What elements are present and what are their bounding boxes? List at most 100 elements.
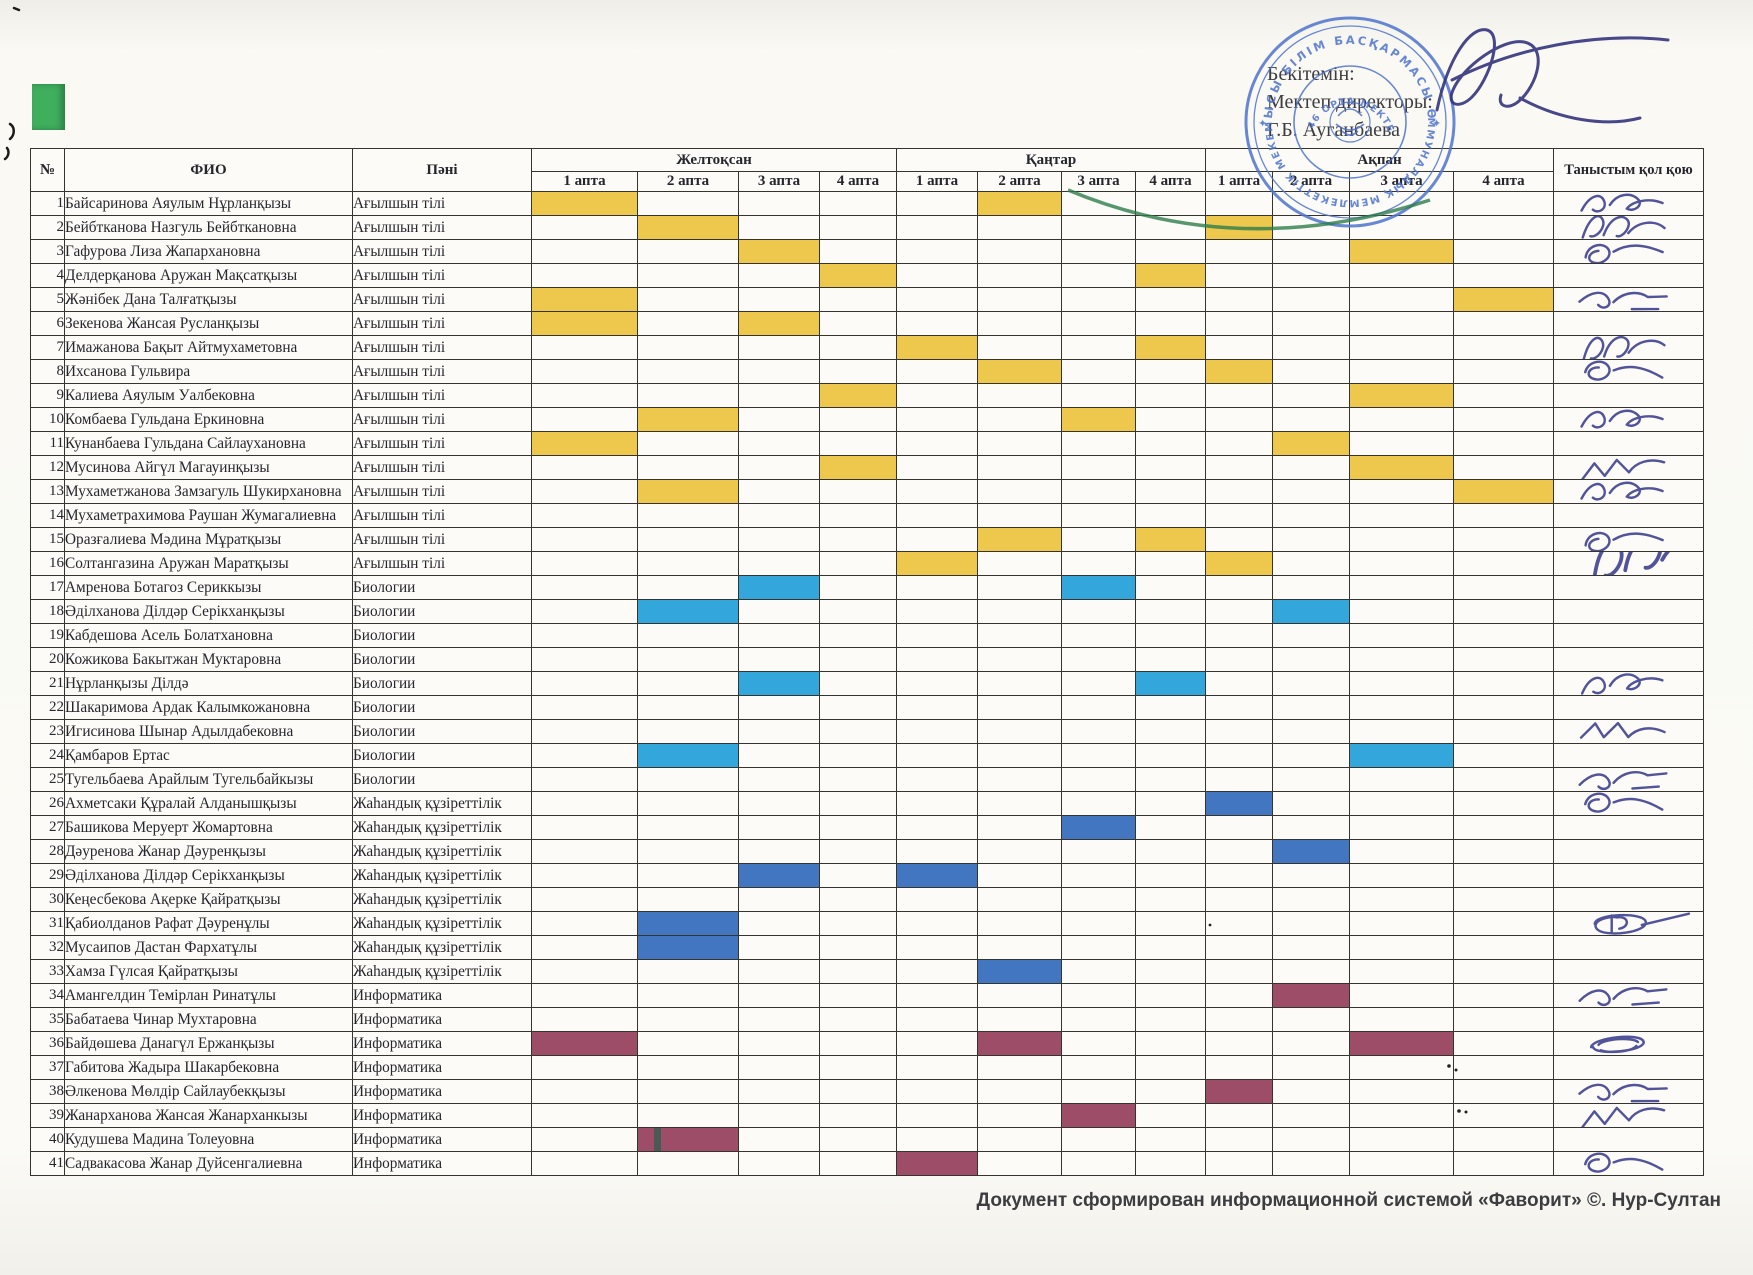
week-cell-marked (531, 287, 638, 312)
week-cell (738, 959, 820, 984)
row-number: 36 (30, 1031, 65, 1056)
week-cell (977, 671, 1062, 696)
signature-cell (1553, 311, 1704, 336)
handwritten-signature-icon (1581, 458, 1666, 479)
week-cell (637, 1031, 739, 1056)
week-cell (531, 215, 638, 240)
week-cell (531, 527, 638, 552)
week-cell (1453, 1031, 1554, 1056)
week-cell-marked (531, 311, 638, 336)
handwritten-signature-icon (1584, 531, 1664, 551)
week-cell (738, 1007, 820, 1032)
week-cell (637, 359, 739, 384)
week-cell (896, 743, 978, 768)
row-number: 7 (30, 335, 65, 360)
week-cell (1205, 311, 1273, 336)
table-row: 37 Габитова Жадыра Шакарбековна Информатик… (30, 1055, 1704, 1080)
week-cell (1453, 647, 1554, 672)
week-cell (896, 983, 978, 1008)
handwritten-signature-icon (1581, 216, 1666, 239)
student-name: Игисинова Шынар Адылдабековна (64, 719, 353, 744)
week-cell (819, 911, 897, 936)
svg-text:ОБЛЫСЫ БІЛІМ БАСҚАРМАСЫ ӨСКЕ: ОБЛЫСЫ БІЛІМ БАСҚАРМАСЫ ӨСКЕ (0, 0, 1439, 122)
week-cell (1272, 1079, 1350, 1104)
row-number: 14 (30, 503, 65, 528)
week-cell (819, 287, 897, 312)
week-cell (1349, 647, 1454, 672)
week-cell (738, 767, 820, 792)
table-row: 27 Башикова Меруерт Жомартовна Жаһандық құ… (30, 815, 1704, 840)
week-cell (1135, 239, 1206, 264)
week-cell (819, 839, 897, 864)
week-cell (1135, 1079, 1206, 1104)
week-cell (637, 575, 739, 600)
col-header-subject: Пәні (352, 148, 532, 192)
week-cell (637, 887, 739, 912)
week-cell (1061, 191, 1136, 216)
week-cell (977, 767, 1062, 792)
week-cell (1061, 431, 1136, 456)
week-cell (1453, 1127, 1554, 1152)
week-cell (531, 863, 638, 888)
week-cell (896, 359, 978, 384)
signature-cell (1553, 815, 1704, 840)
week-cell (819, 359, 897, 384)
week-cell (738, 1127, 820, 1152)
student-name: Хамза Гүлсая Қайратқызы (64, 959, 353, 984)
week-cell (819, 887, 897, 912)
week-cell (977, 911, 1062, 936)
week-cell-marked (1272, 983, 1350, 1008)
week-cell-marked (1205, 215, 1273, 240)
week-cell (977, 383, 1062, 408)
signature-cell (1553, 1151, 1704, 1176)
week-cell (896, 1079, 978, 1104)
week-cell-marked (819, 455, 897, 480)
signature-cell (1553, 767, 1704, 792)
week-cell (1349, 479, 1454, 504)
row-number: 25 (30, 767, 65, 792)
week-cell (819, 863, 897, 888)
row-number: 35 (30, 1007, 65, 1032)
week-cell (1453, 599, 1554, 624)
week-cell (738, 191, 820, 216)
week-cell-marked (1061, 1103, 1136, 1128)
week-cell (1349, 983, 1454, 1008)
signature-cell (1553, 695, 1704, 720)
week-cell (977, 311, 1062, 336)
week-cell (896, 311, 978, 336)
week-cell (738, 407, 820, 432)
week-cell (1135, 455, 1206, 480)
week-cell (819, 935, 897, 960)
row-number: 16 (30, 551, 65, 576)
week-cell (1272, 311, 1350, 336)
week-cell-marked (1205, 791, 1273, 816)
subject-name: Биологии (352, 767, 532, 792)
week-cell (1135, 1151, 1206, 1176)
table-row: 6 Зекенова Жансая Русланқызы Ағылшын тілі (30, 311, 1704, 336)
week-cell (977, 431, 1062, 456)
stamp-star-right: ✦ (1432, 117, 1441, 130)
week-cell (1205, 239, 1273, 264)
week-cell (1349, 1151, 1454, 1176)
week-cell (819, 1103, 897, 1128)
week-cell (977, 719, 1062, 744)
week-cell (819, 623, 897, 648)
week-cell (637, 191, 739, 216)
row-number: 9 (30, 383, 65, 408)
schedule-body: 1 Байсаринова Аяулым Нұрланқызы Ағылшын ті… (30, 191, 1704, 1176)
week-cell (1135, 1055, 1206, 1080)
table-row: 25 Тугельбаева Арайлым Тугельбайкызы Биоло… (30, 767, 1704, 792)
signature-cell (1553, 863, 1704, 888)
week-cell (1061, 527, 1136, 552)
subject-name: Ағылшын тілі (352, 407, 532, 432)
week-cell (1135, 575, 1206, 600)
signature-cell (1553, 407, 1704, 432)
row-number: 31 (30, 911, 65, 936)
week-cell (637, 839, 739, 864)
handwritten-signature-icon (1584, 243, 1664, 263)
week-cell (1453, 1007, 1554, 1032)
week-cell (1205, 287, 1273, 312)
week-cell (1349, 695, 1454, 720)
student-name: Мусинова Айгүл Магауинқызы (64, 455, 353, 480)
week-cell (1205, 911, 1273, 936)
